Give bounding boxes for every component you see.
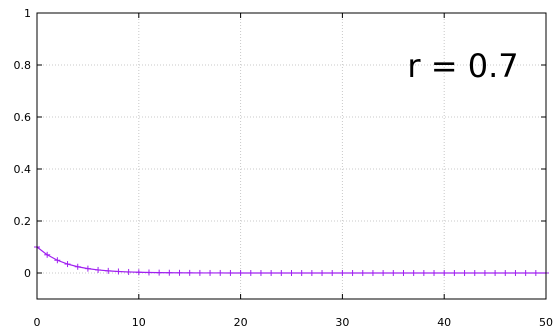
tick-labels: 00.20.40.60.810 10 20 30 40 50 [14,7,554,329]
data-point [441,270,448,276]
data-point [145,269,152,276]
data-point [319,270,326,276]
data-point [451,270,458,276]
series-layer [34,244,549,276]
x-tick-label: 30 [335,316,349,329]
data-point [95,266,102,273]
data-point [461,270,468,276]
x-tick-label: 40 [437,316,451,329]
data-point [186,269,193,276]
y-tick-label: 0.2 [14,215,32,228]
y-tick-label: 0.4 [14,163,32,176]
x-tick-label: 10 [132,316,146,329]
data-point [400,270,407,276]
y-tick-label: 0.8 [14,59,32,72]
data-point [54,257,61,264]
data-point [288,270,295,276]
data-point [502,270,509,276]
data-point [431,270,438,276]
data-point [156,269,163,276]
data-point [339,270,346,276]
data-point [268,270,275,276]
data-point [227,269,234,276]
series-line [36,246,546,274]
y-tick-label: 0.6 [14,111,32,124]
data-point [329,270,336,276]
data-point [84,265,91,272]
annotation: r = 0.7 [407,47,518,85]
data-point [471,270,478,276]
data-point [247,270,254,276]
data-point [481,270,488,276]
data-point [105,267,112,274]
x-tick-label: 0 [34,316,41,329]
y-tick-label: 0 [24,267,31,280]
y-tick-label: 1 [24,7,31,20]
x-tick-label: 20 [234,316,248,329]
data-point [380,270,387,276]
data-point [359,270,366,276]
data-point [298,270,305,276]
data-point [237,269,244,276]
data-point [135,269,142,276]
data-point [278,270,285,276]
data-point [115,268,122,275]
data-point [420,270,427,276]
data-point [349,270,356,276]
data-point [74,263,81,270]
data-point [125,268,132,275]
data-point [166,269,173,276]
data-point [522,270,529,276]
x-tick-label: 50 [539,316,553,329]
data-point [308,270,315,276]
data-point [390,270,397,276]
data-point [217,269,224,276]
data-point [492,270,499,276]
data-point [410,270,417,276]
data-point [257,270,264,276]
plot-border [36,12,547,300]
data-point [207,269,214,276]
data-point [44,251,51,258]
data-point [196,269,203,276]
data-point [369,270,376,276]
data-point [512,270,519,276]
data-point [176,269,183,276]
data-point [532,270,539,276]
data-point [64,261,71,268]
